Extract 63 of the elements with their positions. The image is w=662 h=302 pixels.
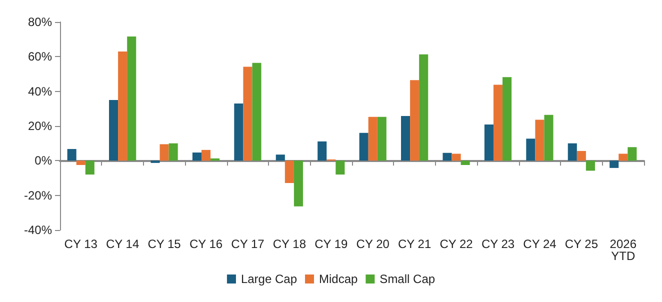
y-tick-label: 0% [34, 154, 52, 168]
bar [359, 132, 368, 161]
bar [610, 160, 619, 168]
x-tick-label: CY 21 [398, 237, 432, 251]
bar [127, 36, 136, 161]
x-tick-label: CY 20 [356, 237, 390, 251]
bar [493, 84, 503, 161]
y-tick-label: -40% [24, 223, 52, 237]
bar [160, 144, 169, 161]
bar [118, 51, 128, 161]
bar [318, 141, 327, 161]
bar [276, 154, 285, 161]
bar [67, 149, 76, 161]
bar [576, 150, 586, 161]
legend-label: Small Cap [380, 272, 436, 286]
y-tick-label: 40% [28, 84, 52, 98]
bar [85, 160, 94, 175]
legend-label: Large Cap [240, 272, 298, 286]
bar [243, 66, 252, 161]
bar [294, 160, 303, 206]
bar [484, 124, 494, 161]
x-tick-label: CY 18 [272, 237, 306, 251]
bar [377, 116, 386, 161]
x-tick-label: CY 25 [564, 237, 598, 251]
x-tick-label: CY 14 [106, 237, 140, 251]
bar [618, 154, 628, 161]
y-tick-label: 20% [28, 119, 52, 133]
bar [452, 154, 461, 161]
x-tick-label: CY 19 [314, 237, 348, 251]
bar [234, 103, 244, 161]
bar [442, 152, 452, 161]
x-tick-label: 2026 YTD [610, 237, 637, 263]
y-tick-label: -20% [24, 188, 52, 202]
bar [502, 77, 512, 161]
bar [544, 114, 554, 161]
bar [535, 120, 544, 161]
x-tick-label: CY 22 [440, 237, 474, 251]
x-tick-label: CY 23 [481, 237, 515, 251]
legend-label: Midcap [319, 272, 358, 286]
bar [252, 62, 262, 161]
bar [410, 80, 420, 161]
bar [568, 143, 577, 161]
y-tick-label: 60% [28, 50, 52, 64]
bar [586, 160, 595, 171]
bar [460, 160, 470, 165]
x-tick-label: CY 16 [189, 237, 223, 251]
bar [401, 116, 410, 161]
x-tick-label: CY 24 [523, 237, 557, 251]
bar [192, 152, 202, 161]
x-tick-label: CY 15 [148, 237, 182, 251]
bar [628, 147, 637, 161]
bar [109, 100, 118, 161]
bar [284, 160, 294, 184]
x-tick-label: CY 17 [231, 237, 265, 251]
bar [419, 54, 428, 161]
bar [76, 160, 86, 165]
x-tick-label: CY 13 [64, 237, 98, 251]
bar [526, 138, 536, 161]
bar [368, 116, 378, 161]
y-tick-label: 80% [28, 15, 52, 29]
bar [168, 143, 178, 161]
bar [336, 160, 345, 175]
bar [201, 150, 211, 161]
